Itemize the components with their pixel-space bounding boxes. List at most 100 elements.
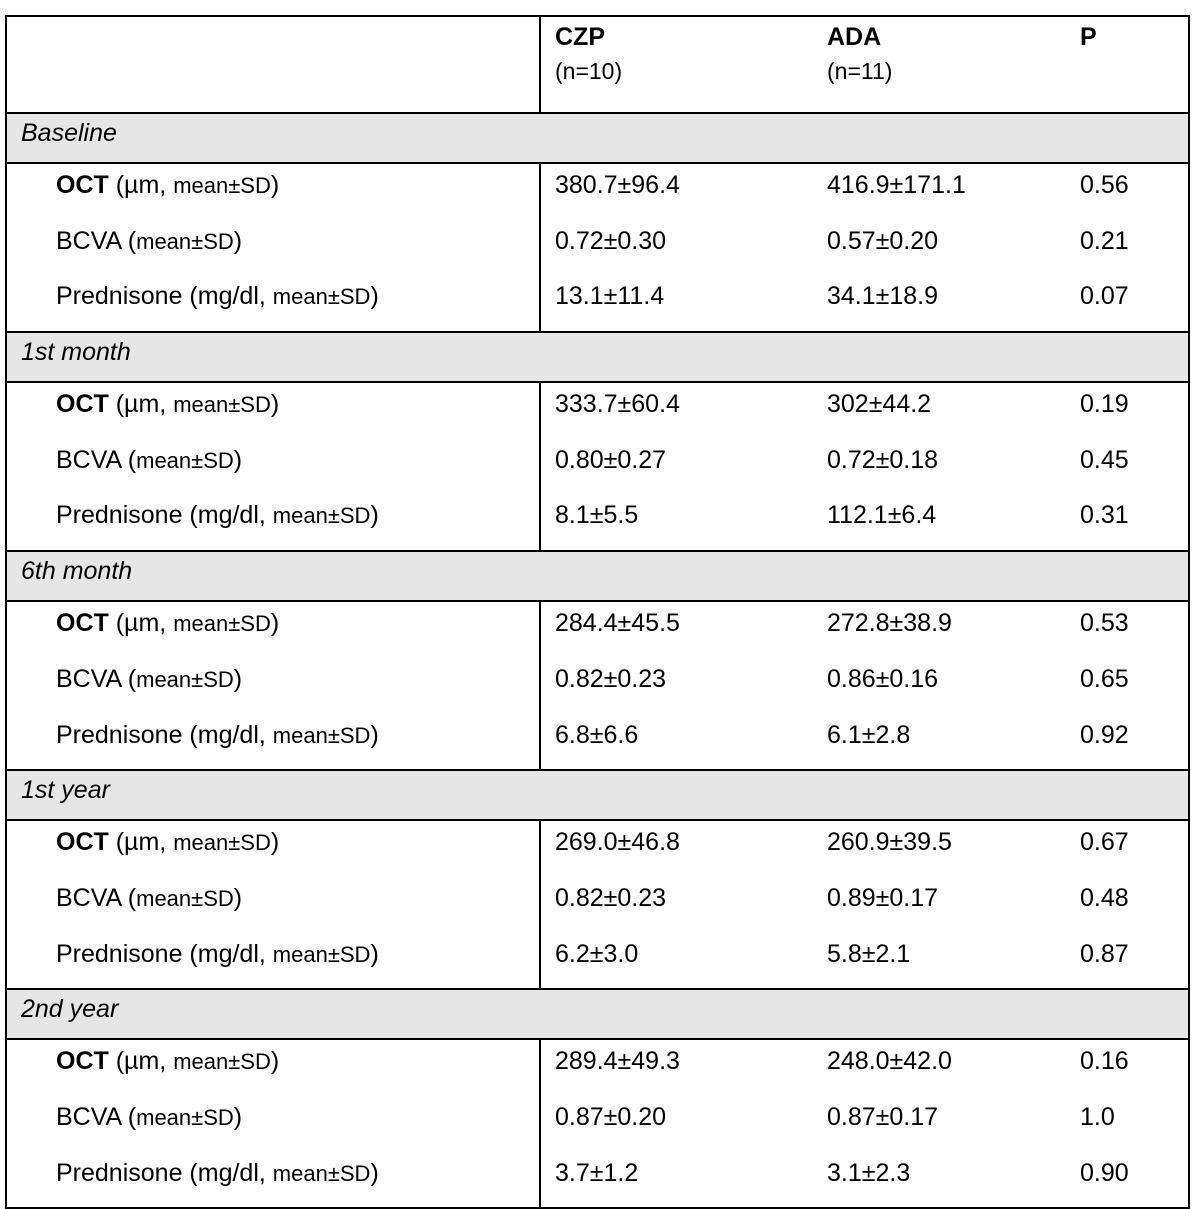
section-header-row: 2nd year <box>5 989 1190 1041</box>
row-label-cell: BCVA (mean±SD) <box>5 657 541 714</box>
oct-stat: mean±SD <box>173 1049 271 1075</box>
prednisone-close: ) <box>370 1158 379 1187</box>
section-title: 1st year <box>5 770 1190 822</box>
row-label-cell: Prednisone (mg/dl, mean±SD) <box>5 275 541 334</box>
row-label-cell: OCT (µm, mean±SD) <box>5 820 541 877</box>
prednisone-stat: mean±SD <box>272 503 371 529</box>
oct-stat: mean±SD <box>173 611 271 637</box>
prednisone-stat: mean±SD <box>272 722 371 748</box>
oct-label: OCT <box>56 171 109 199</box>
oct-close: ) <box>270 171 280 199</box>
prednisone-label: Prednisone (mg/dl, <box>56 501 273 530</box>
czp-value: 0.80±0.27 <box>555 445 667 474</box>
section-header-row: 6th month <box>5 551 1190 603</box>
header-ada-n: (n=11) <box>827 58 893 84</box>
ada-value: 112.1±6.4 <box>813 494 1066 553</box>
czp-value: 3.7±1.2 <box>540 1151 813 1209</box>
prednisone-close: ) <box>370 501 379 530</box>
p-value: 0.53 <box>1066 601 1190 658</box>
czp-value: 8.1±5.5 <box>540 494 813 553</box>
section-title: 1st month <box>5 332 1190 384</box>
czp-value: 0.72±0.30 <box>555 226 667 255</box>
bcva-label: BCVA ( <box>56 1102 137 1131</box>
bcva-stat: mean±SD <box>136 1104 234 1130</box>
header-empty-cell <box>5 15 541 114</box>
p-value: 0.48 <box>1066 876 1190 933</box>
bcva-close: ) <box>233 1102 243 1131</box>
ada-value: 3.1±2.3 <box>813 1151 1066 1209</box>
prednisone-stat: mean±SD <box>272 941 371 967</box>
row-label-cell: Prednisone (mg/dl, mean±SD) <box>5 932 541 991</box>
oct-close: ) <box>270 390 280 419</box>
czp-value: 13.1±11.4 <box>540 275 813 334</box>
prednisone-label: Prednisone (mg/dl, <box>56 939 273 968</box>
oct-stat: mean±SD <box>173 830 271 856</box>
oct-label: OCT <box>56 828 109 857</box>
p-value: 0.92 <box>1066 713 1190 772</box>
prednisone-stat: mean±SD <box>272 1160 371 1186</box>
row-label-cell: BCVA (mean±SD) <box>5 1095 541 1152</box>
ada-value: 0.86±0.16 <box>827 664 939 693</box>
section-header-row: 1st year <box>5 770 1190 822</box>
oct-unit: (µm, <box>108 171 174 199</box>
table-row-oct: OCT (µm, mean±SD) 289.4±49.3 248.0±42.0 0.1… <box>5 1039 1190 1096</box>
bcva-stat: mean±SD <box>136 228 234 254</box>
p-value: 0.90 <box>1066 1151 1190 1209</box>
czp-value: 6.2±3.0 <box>540 932 813 991</box>
bcva-stat: mean±SD <box>136 885 234 911</box>
ada-value: 5.8±2.1 <box>813 932 1066 991</box>
oct-unit: (µm, <box>108 609 174 638</box>
prednisone-close: ) <box>370 282 379 311</box>
table-row-prednisone: Prednisone (mg/dl, mean±SD) 6.8±6.6 6.1±2.… <box>5 713 1190 772</box>
p-value: 1.0 <box>1066 1095 1190 1152</box>
p-value: 0.19 <box>1066 382 1190 439</box>
bcva-label: BCVA ( <box>56 664 137 693</box>
oct-unit: (µm, <box>108 828 174 857</box>
czp-value: 289.4±49.3 <box>555 1047 680 1076</box>
bcva-stat: mean±SD <box>136 666 234 692</box>
czp-value: 0.82±0.23 <box>555 883 667 912</box>
ada-value: 272.8±38.9 <box>827 609 952 638</box>
oct-label: OCT <box>56 1047 109 1076</box>
czp-value: 269.0±46.8 <box>555 828 680 857</box>
table-row-bcva: BCVA (mean±SD) 0.80±0.27 0.72±0.18 0.45 <box>5 438 1190 495</box>
prednisone-close: ) <box>370 720 379 749</box>
table-row-oct: OCT (µm, mean±SD) 269.0±46.8 260.9±39.5 0.6… <box>5 820 1190 877</box>
prednisone-label: Prednisone (mg/dl, <box>56 720 273 749</box>
oct-label: OCT <box>56 390 109 419</box>
czp-value: 333.7±60.4 <box>555 390 680 419</box>
prednisone-close: ) <box>370 939 379 968</box>
oct-close: ) <box>270 609 280 638</box>
section-title: 6th month <box>5 551 1190 603</box>
section-title: 2nd year <box>5 989 1190 1041</box>
p-value: 0.45 <box>1066 438 1190 495</box>
table-row-bcva: BCVA (mean±SD) 0.82±0.23 0.86±0.16 0.65 <box>5 657 1190 714</box>
oct-close: ) <box>270 828 280 857</box>
ada-value: 0.72±0.18 <box>827 445 939 474</box>
bcva-close: ) <box>233 883 243 912</box>
header-czp: CZP (n=10) <box>540 15 813 114</box>
table-row-prednisone: Prednisone (mg/dl, mean±SD) 13.1±11.4 34.1… <box>5 275 1190 334</box>
table-row-bcva: BCVA (mean±SD) 0.82±0.23 0.89±0.17 0.48 <box>5 876 1190 933</box>
row-label-cell: OCT (µm, mean±SD) <box>5 1039 541 1096</box>
ada-value: 248.0±42.0 <box>827 1047 952 1076</box>
bcva-stat: mean±SD <box>136 447 234 473</box>
czp-value: 6.8±6.6 <box>540 713 813 772</box>
prednisone-stat: mean±SD <box>272 284 371 310</box>
p-value: 0.67 <box>1066 820 1190 877</box>
ada-value: 260.9±39.5 <box>827 828 952 857</box>
prednisone-label: Prednisone (mg/dl, <box>56 282 273 311</box>
table-row-prednisone: Prednisone (mg/dl, mean±SD) 6.2±3.0 5.8±2.… <box>5 932 1190 991</box>
results-table: CZP (n=10) ADA (n=11) P Baseline OCT (µm,… <box>5 15 1190 1209</box>
oct-unit: (µm, <box>108 1047 174 1076</box>
bcva-label: BCVA ( <box>56 445 137 474</box>
bcva-label: BCVA ( <box>56 883 137 912</box>
table-row-prednisone: Prednisone (mg/dl, mean±SD) 3.7±1.2 3.1±2.… <box>5 1151 1190 1209</box>
row-label-cell: OCT (µm, mean±SD) <box>5 382 541 439</box>
table-row-prednisone: Prednisone (mg/dl, mean±SD) 8.1±5.5 112.1±… <box>5 494 1190 553</box>
oct-unit: (µm, <box>108 390 174 419</box>
ada-value: 0.87±0.17 <box>827 1102 939 1131</box>
oct-stat: mean±SD <box>173 173 271 198</box>
ada-value: 416.9±171.1 <box>827 171 966 199</box>
header-czp-n: (n=10) <box>555 58 623 84</box>
